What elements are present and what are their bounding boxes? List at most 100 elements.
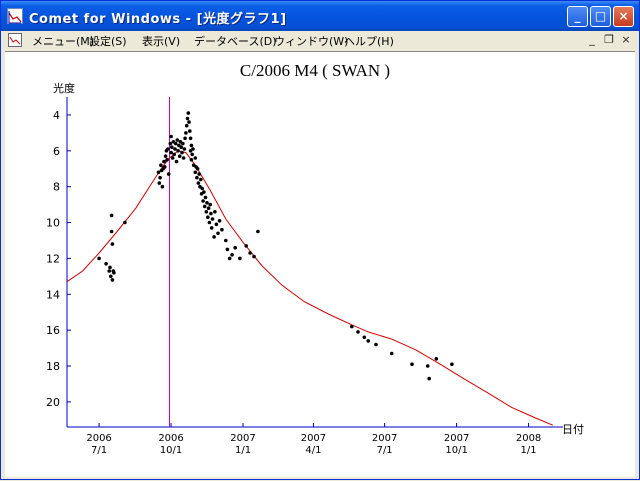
mdi-minimize-button[interactable]: _ [589,33,595,46]
menu-menu[interactable]: メニュー(M) [32,35,95,48]
observation-point [166,172,171,176]
observation-point [109,274,113,279]
mdi-close-button[interactable]: × [621,33,631,46]
close-button[interactable]: × [613,6,634,27]
observation-point [196,181,201,185]
observation-point [168,141,173,146]
observation-point [104,262,108,266]
mdi-restore-button[interactable]: ❐ [604,33,614,46]
observation-point [256,229,260,234]
observation-point [181,156,186,160]
observation-points [97,111,454,381]
observation-point [193,156,198,160]
observation-point [97,256,101,261]
observation-point [163,165,167,169]
observation-point [173,141,178,146]
y-tick-label: 14 [46,288,60,301]
observation-point [177,154,182,158]
x-tick-year: 2007 [301,433,326,444]
observation-point [205,201,209,205]
observation-point [156,170,161,175]
observation-point [185,116,190,121]
observation-point [110,242,115,246]
y-tick-label: 18 [46,360,60,373]
observation-point [169,150,173,155]
observation-point [186,111,191,115]
graph-panel: C/2006 M4 ( SWAN ) 光度 日付 4 6 8 10 12 14 16 18 20… [5,51,635,477]
observation-point [434,357,439,361]
x-tick-date: 10/1 [160,445,182,456]
observation-point [199,177,203,182]
observation-point [188,129,192,133]
chart-title: C/2006 M4 ( SWAN ) [240,61,390,80]
observation-point [216,231,220,236]
model-curve-line [66,150,553,426]
observation-point [425,364,430,368]
observation-point [201,199,205,203]
y-tick-label: 20 [46,396,60,409]
observation-point [109,213,114,218]
observation-point [109,229,114,234]
observation-point [209,211,213,216]
y-tick-label: 12 [46,252,60,265]
observation-point [230,253,234,257]
app-icon-graphic [8,11,22,24]
observation-point [203,195,208,200]
observation-point [162,159,166,164]
menu-bar: メニュー(M) 設定(S) 表示(V) データベース(D) ウィンドウ(W) ヘ… [4,31,636,50]
observation-point [204,210,209,214]
maximize-button[interactable]: □ [590,6,611,27]
y-tick-label: 10 [46,217,60,230]
observation-point [111,269,115,273]
observation-point [212,235,216,239]
axes: 46810121416182020067/1200610/120071/1200… [46,97,563,456]
x-tick-year: 2007 [230,433,255,444]
observation-point [209,226,214,230]
observation-point [183,136,187,141]
x-tick-year: 2006 [86,433,111,444]
observation-point [108,265,112,270]
menu-window[interactable]: ウィンドウ(W) [274,35,349,48]
title-bar[interactable]: Comet for Windows - [光度グラフ1] _ □ × [1,1,639,31]
observation-point [160,184,165,189]
x-tick-year: 2007 [372,433,397,444]
observation-point [184,131,188,135]
observation-point [176,149,180,153]
y-tick-label: 6 [53,145,60,158]
observation-point [213,210,217,214]
menu-database[interactable]: データベース(D) [194,35,277,48]
window-title: Comet for Windows - [光度グラフ1] [29,12,287,27]
observation-point [110,278,115,282]
observation-point [169,134,173,139]
x-tick-date: 1/1 [235,445,251,456]
observation-point [188,136,193,141]
observation-point [166,147,170,151]
observation-point [195,166,200,171]
y-tick-label: 8 [53,181,60,194]
menu-help[interactable]: ヘルプ(H) [344,35,394,48]
observation-point [180,150,184,155]
menu-settings[interactable]: 設定(S) [89,35,127,48]
menu-view[interactable]: 表示(V) [142,35,181,48]
observation-point [225,247,230,252]
minimize-button[interactable]: _ [567,6,588,27]
observation-point [191,147,195,151]
x-tick-date: 7/1 [91,445,107,456]
app-icon[interactable] [7,8,23,24]
x-tick-date: 4/1 [305,445,321,456]
x-tick-date: 1/1 [521,445,537,456]
observation-point [174,159,179,164]
observation-point [170,156,175,160]
observation-point [248,251,252,255]
observation-point [252,254,256,259]
light-curve-chart: C/2006 M4 ( SWAN ) 光度 日付 4 6 8 10 12 14 16 18 20… [46,61,584,456]
observation-point [173,147,177,151]
observation-point [206,215,210,219]
observation-point [207,220,212,225]
observation-point [214,222,219,227]
document-icon[interactable] [8,33,22,47]
model-curve [66,150,553,426]
observation-point [179,145,183,149]
observation-point [389,351,394,356]
observation-point [157,181,162,185]
